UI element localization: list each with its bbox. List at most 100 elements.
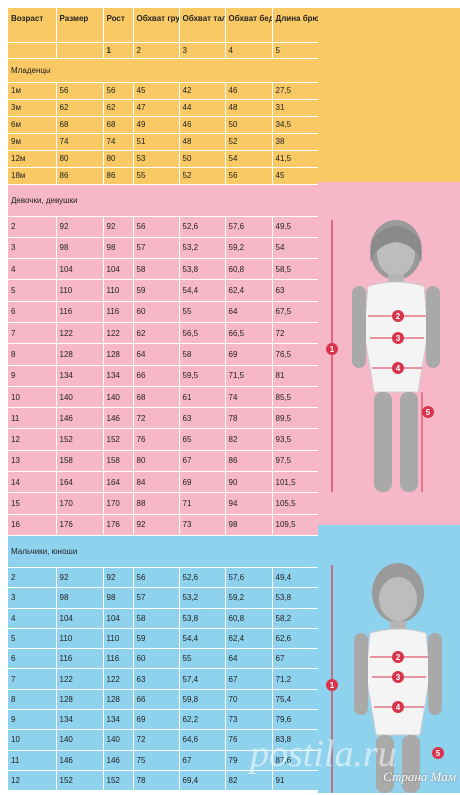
table-cell: 18м (8, 167, 57, 185)
table-cell: 116 (103, 648, 134, 670)
table-cell: 92 (56, 216, 104, 238)
table-cell: 66 (133, 365, 180, 387)
table-cell: 6 (8, 301, 57, 323)
table-cell: 49 (133, 116, 180, 134)
table-cell: 58 (133, 258, 180, 281)
table-cell: 59,2 (225, 587, 273, 609)
table-cell: 140 (56, 729, 104, 751)
measure-marker-4: 4 (392, 701, 404, 713)
table-cell: 86 (56, 167, 104, 185)
table-cell: 72 (133, 729, 180, 751)
boy-figure-icon: 1 2 3 4 5 (326, 563, 444, 793)
table-cell: 16 (8, 514, 57, 536)
table-cell: 87,6 (272, 750, 319, 771)
table-cell: 51 (133, 133, 180, 151)
table-row: 4 104 104 58 53,8 60,8 58,5 (8, 258, 319, 281)
table-cell: 53,8 (179, 608, 226, 629)
table-row: 5 110 110 59 54,4 62,4 63 (8, 279, 319, 302)
measure-marker-2: 2 (392, 310, 404, 322)
table-cell: 128 (56, 343, 104, 366)
table-cell: 46 (225, 82, 273, 100)
table-row: 12м 80 80 53 50 54 41,5 (8, 150, 319, 168)
girl-illustration-panel: 1 2 3 4 5 (318, 182, 460, 525)
table-cell: 34,5 (272, 116, 319, 134)
table-cell: 59,8 (179, 689, 226, 711)
table-cell: 128 (103, 343, 134, 366)
table-row: 2 92 92 56 52,6 57,6 49,5 (8, 216, 319, 238)
table-cell: 6м (8, 116, 57, 134)
table-cell: 158 (56, 450, 104, 473)
table-cell: 57,6 (225, 567, 273, 589)
size-table-body: Младенцы 1м 56 56 45 42 46 27,5 3м 62 62 47 44 48 31 6м… (8, 58, 319, 792)
table-cell: 56 (103, 82, 134, 100)
svg-text:1: 1 (330, 345, 335, 354)
measure-number (56, 42, 104, 59)
table-cell: 110 (103, 279, 134, 302)
table-cell: 80 (103, 150, 134, 168)
svg-text:5: 5 (436, 749, 441, 758)
table-cell: 50 (179, 150, 226, 168)
measure-marker-1: 1 (326, 679, 338, 691)
table-cell: 62,4 (225, 628, 273, 650)
table-cell: 12м (8, 150, 57, 168)
table-cell: 122 (56, 322, 104, 345)
table-cell: 73 (225, 709, 273, 731)
table-cell: 73 (179, 514, 226, 536)
table-cell: 170 (103, 492, 134, 515)
table-cell: 45 (133, 82, 180, 100)
table-cell: 76,5 (272, 343, 319, 366)
table-cell: 10 (8, 386, 57, 409)
measure-marker-3: 3 (392, 332, 404, 344)
table-cell: 104 (56, 608, 104, 629)
table-row: 12 152 152 76 65 82 93,5 (8, 428, 319, 451)
site-watermark: Страна Мам (383, 769, 456, 784)
table-cell: 158 (103, 450, 134, 473)
table-cell: 134 (103, 365, 134, 387)
table-cell: 104 (56, 258, 104, 281)
table-cell: 74 (103, 133, 134, 151)
table-row: 6 116 116 60 55 64 67,5 (8, 301, 319, 323)
table-cell: 84 (133, 471, 180, 494)
table-cell: 71,5 (225, 365, 273, 387)
table-cell: 71,2 (272, 668, 319, 690)
table-cell: 60 (133, 301, 180, 323)
table-cell: 81 (272, 365, 319, 387)
table-cell: 53,2 (179, 587, 226, 609)
table-cell: 152 (103, 428, 134, 451)
measure-marker-4: 4 (392, 362, 404, 374)
section-title: Младенцы (8, 58, 319, 83)
table-cell: 152 (56, 428, 104, 451)
table-cell: 69 (133, 709, 180, 731)
table-cell: 48 (179, 133, 226, 151)
table-cell: 45 (272, 167, 319, 185)
table-row: 9м 74 74 51 48 52 38 (8, 133, 319, 151)
table-cell: 116 (56, 648, 104, 670)
header-cell: Обхват бедер (225, 8, 273, 43)
table-cell: 55 (179, 301, 226, 323)
table-cell: 4 (8, 608, 57, 629)
table-cell: 128 (103, 689, 134, 711)
table-row: 1м 56 56 45 42 46 27,5 (8, 82, 319, 100)
table-cell: 146 (103, 407, 134, 430)
table-cell: 64 (225, 301, 273, 323)
table-cell: 85,5 (272, 386, 319, 409)
measure-number (8, 42, 57, 59)
header-cell: Размер (56, 8, 104, 43)
table-cell: 70 (225, 689, 273, 711)
table-cell: 59,5 (179, 365, 226, 387)
table-cell: 104 (103, 608, 134, 629)
table-cell: 50 (225, 116, 273, 134)
measure-marker-5: 5 (432, 747, 444, 759)
table-row: 18м 86 86 55 52 56 45 (8, 167, 319, 185)
table-cell: 46 (179, 116, 226, 134)
table-cell: 122 (103, 322, 134, 345)
table-cell: 57 (133, 237, 180, 260)
table-cell: 48 (225, 99, 273, 117)
table-cell: 110 (103, 628, 134, 650)
svg-text:5: 5 (426, 408, 431, 417)
table-cell: 86 (225, 450, 273, 473)
table-cell: 3 (8, 587, 57, 609)
header-cell: Рост (103, 8, 134, 43)
table-cell: 62,4 (225, 279, 273, 302)
table-cell: 63 (179, 407, 226, 430)
